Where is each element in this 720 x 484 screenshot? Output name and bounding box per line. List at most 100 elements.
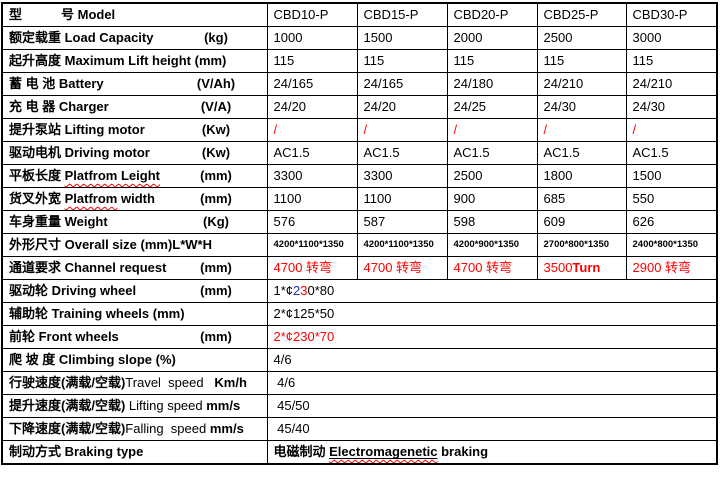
text-segment: / bbox=[543, 121, 548, 137]
cell-charger-col2: 24/20 bbox=[356, 95, 448, 119]
cell-battery-col3: 24/180 bbox=[446, 72, 538, 96]
cell-platform-width-col2: 1100 bbox=[356, 187, 448, 211]
text-segment: 4700 转弯 bbox=[363, 259, 423, 275]
text-segment: Turn bbox=[572, 259, 601, 275]
cell-front-wheels: 2*¢230*70 bbox=[266, 325, 718, 349]
cell-training-wheels: 2*¢125*50 bbox=[266, 302, 718, 326]
text-segment: 辅助轮 Training wheels (mm) bbox=[9, 305, 185, 321]
text-segment: 2*¢230*70 bbox=[273, 328, 335, 344]
row-unit-driving-motor: (Kw) bbox=[201, 144, 231, 160]
cell-model-col2: CBD15-P bbox=[356, 2, 448, 27]
text-segment: (满载/空载) bbox=[61, 374, 126, 390]
text-segment: / bbox=[363, 121, 368, 137]
cell-platform-length-col3: 2500 bbox=[446, 164, 538, 188]
text-segment: 下降速度(满载/空载) bbox=[9, 420, 126, 436]
text-segment: 通道要求 Channel request bbox=[9, 259, 167, 275]
row-label-channel-request: 通道要求 Channel request (mm) bbox=[1, 256, 268, 280]
spec-row-battery: 蓄 电 池 Battery (V/Ah) 24/165 24/165 24/180 24/… bbox=[1, 72, 718, 96]
cell-travel-speed: 4/6 bbox=[266, 371, 718, 395]
cell-overall-size-col2: 4200*1100*1350 bbox=[356, 233, 448, 257]
text-segment: 行驶速度 bbox=[9, 374, 62, 390]
row-label-model: 型 号 Model bbox=[1, 2, 268, 27]
row-unit-weight: (Kg) bbox=[203, 213, 229, 229]
text-segment: 货叉外宽 bbox=[9, 190, 65, 206]
text-segment: 提升速度(满载/空载) bbox=[9, 397, 129, 413]
cell-platform-width-col4: 685 bbox=[536, 187, 627, 211]
text-segment: Electromagenetic bbox=[329, 444, 437, 459]
cell-lifting-motor-col3: / bbox=[446, 118, 538, 142]
text-segment: 蓄 电 池 Battery bbox=[9, 75, 104, 91]
cell-platform-length-col4: 1800 bbox=[536, 164, 627, 188]
text-segment: 4700 转弯 bbox=[273, 259, 333, 275]
text-segment: Platfrom bbox=[64, 190, 118, 206]
text-segment: 0*80 bbox=[307, 282, 335, 298]
cell-model-col4: CBD25-P bbox=[536, 2, 627, 27]
cell-climbing-slope: 4/6 bbox=[266, 348, 718, 372]
cell-driving-motor-col1: AC1.5 bbox=[266, 141, 358, 165]
spec-row-driving-wheel: 驱动轮 Driving wheel (mm) 1*¢230*80 bbox=[1, 279, 718, 303]
cell-load-capacity-col3: 2000 bbox=[446, 26, 538, 50]
cell-weight-col5: 626 bbox=[625, 210, 718, 234]
cell-max-lift-height-col3: 115 bbox=[446, 49, 538, 73]
cell-channel-request-col2: 4700 转弯 bbox=[356, 256, 448, 280]
spec-row-max-lift-height: 起升高度 Maximum Lift height (mm) 115 115 115 11… bbox=[1, 49, 718, 73]
spec-row-model: 型 号 Model CBD10-P CBD15-P CBD20-P CBD25-P CBD… bbox=[1, 2, 718, 27]
row-label-driving-motor: 驱动电机 Driving motor (Kw) bbox=[1, 141, 268, 165]
cell-platform-length-col2: 3300 bbox=[356, 164, 448, 188]
text-segment: Falling speed bbox=[125, 420, 210, 436]
spec-row-falling-speed: 下降速度(满载/空载)Falling speed mm/s 45/40 bbox=[1, 417, 718, 441]
text-segment: 额定载重 Load Capacity bbox=[9, 29, 154, 45]
row-label-travel-speed: 行驶速度(满载/空载)Travel speed Km/h bbox=[1, 371, 268, 395]
row-label-front-wheels: 前轮 Front wheels (mm) bbox=[1, 325, 268, 349]
cell-weight-col2: 587 bbox=[356, 210, 448, 234]
spec-row-platform-width: 货叉外宽 Platfrom width (mm) 1100 1100 900 685 550 bbox=[1, 187, 718, 211]
text-segment: Km/h bbox=[203, 374, 247, 390]
cell-model-col3: CBD20-P bbox=[446, 2, 538, 27]
text-segment: / bbox=[632, 121, 637, 137]
spec-row-weight: 车身重量 Weight (Kg) 576 587 598 609 626 bbox=[1, 210, 718, 234]
row-label-max-lift-height: 起升高度 Maximum Lift height (mm) bbox=[1, 49, 268, 73]
cell-platform-width-col5: 550 bbox=[625, 187, 718, 211]
cell-overall-size-col3: 4200*900*1350 bbox=[446, 233, 538, 257]
cell-max-lift-height-col4: 115 bbox=[536, 49, 627, 73]
text-segment: 1*¢ bbox=[273, 282, 294, 298]
text-segment: / bbox=[453, 121, 458, 137]
cell-battery-col2: 24/165 bbox=[356, 72, 448, 96]
row-unit-charger: (V/A) bbox=[200, 98, 232, 114]
cell-weight-col4: 609 bbox=[536, 210, 627, 234]
text-segment: 外形尺寸 Overall size (mm)L*W*H bbox=[9, 236, 212, 252]
cell-platform-width-col3: 900 bbox=[446, 187, 538, 211]
cell-falling-speed: 45/40 bbox=[266, 417, 718, 441]
cell-lifting-motor-col5: / bbox=[625, 118, 718, 142]
row-label-battery: 蓄 电 池 Battery (V/Ah) bbox=[1, 72, 268, 96]
cell-channel-request-col5: 2900 转弯 bbox=[625, 256, 718, 280]
cell-max-lift-height-col2: 115 bbox=[356, 49, 448, 73]
row-label-weight: 车身重量 Weight (Kg) bbox=[1, 210, 268, 234]
cell-overall-size-col1: 4200*1100*1350 bbox=[266, 233, 358, 257]
spec-row-platform-length: 平板长度 Platfrom Leight (mm) 3300 3300 2500 1800… bbox=[1, 164, 718, 188]
text-segment: 4700 转弯 bbox=[453, 259, 513, 275]
text-segment: 驱动轮 Driving wheel bbox=[9, 282, 137, 298]
text-segment: 3 bbox=[300, 282, 308, 298]
text-segment: 充 电 器 Charger bbox=[9, 98, 109, 114]
row-label-charger: 充 电 器 Charger (V/A) bbox=[1, 95, 268, 119]
row-unit-load-capacity: (kg) bbox=[204, 29, 228, 45]
cell-charger-col5: 24/30 bbox=[625, 95, 718, 119]
cell-weight-col3: 598 bbox=[446, 210, 538, 234]
spec-row-climbing-slope: 爬 坡 度 Climbing slope (%) 4/6 bbox=[1, 348, 718, 372]
cell-charger-col4: 24/30 bbox=[536, 95, 627, 119]
cell-driving-motor-col4: AC1.5 bbox=[536, 141, 627, 165]
row-label-lifting-speed: 提升速度(满载/空载) Lifting speed mm/s bbox=[1, 394, 268, 418]
cell-model-col1: CBD10-P bbox=[266, 2, 358, 27]
spec-table-body: 型 号 Model CBD10-P CBD15-P CBD20-P CBD25-P CBD… bbox=[1, 2, 718, 465]
cell-max-lift-height-col1: 115 bbox=[266, 49, 358, 73]
cell-lifting-motor-col2: / bbox=[356, 118, 448, 142]
text-segment: 制动方式 Braking type bbox=[9, 443, 144, 459]
row-label-training-wheels: 辅助轮 Training wheels (mm) bbox=[1, 302, 268, 326]
text-segment: braking bbox=[437, 443, 489, 459]
cell-driving-motor-col2: AC1.5 bbox=[356, 141, 448, 165]
underlined-text: Electromagenetic bbox=[329, 443, 438, 459]
cell-battery-col5: 24/210 bbox=[625, 72, 718, 96]
spec-row-braking-type: 制动方式 Braking type 电磁制动 Electromagenetic b… bbox=[1, 440, 718, 465]
cell-load-capacity-col1: 1000 bbox=[266, 26, 358, 50]
